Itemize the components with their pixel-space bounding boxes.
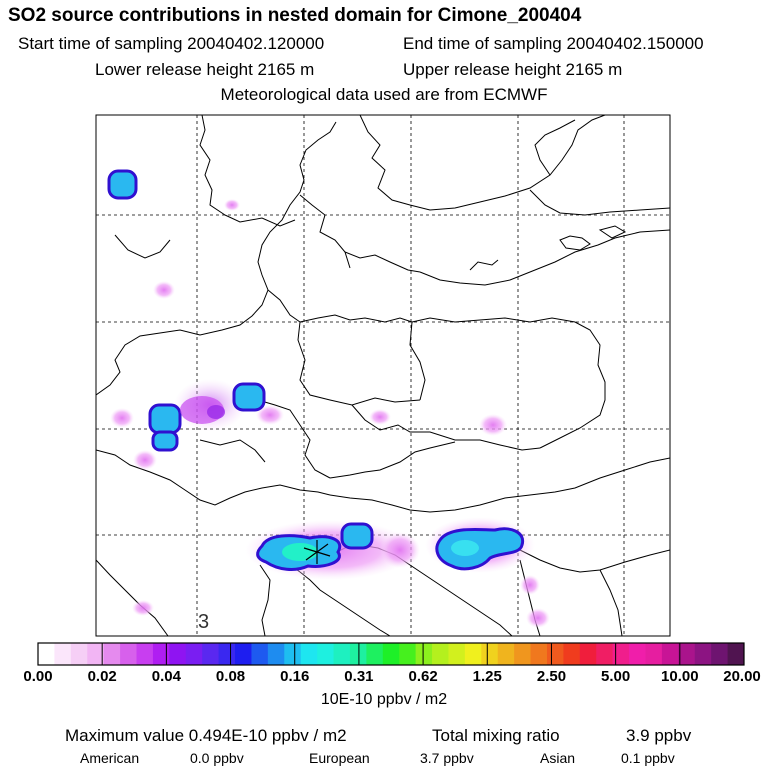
asian-label: Asian xyxy=(540,750,576,766)
colorbar-cell xyxy=(382,643,400,665)
colorbar-cell xyxy=(579,643,597,665)
colorbar-cell xyxy=(694,643,712,665)
colorbar-frame xyxy=(37,642,745,666)
colorbar-cell xyxy=(251,643,269,665)
colorbar-cell xyxy=(448,643,466,665)
colorbar-cell xyxy=(317,643,335,665)
total-mixing-value: 3.9 ppbv xyxy=(626,726,692,745)
colorbar-cell xyxy=(711,643,729,665)
colorbar-cell xyxy=(661,643,679,665)
colorbar-cell xyxy=(514,643,532,665)
colorbar-cell xyxy=(120,643,138,665)
colorbar-tick-label: 0.08 xyxy=(215,668,246,685)
upper-height-label: Upper release height 2165 m xyxy=(403,60,623,79)
colorbar-cell xyxy=(54,643,72,665)
colorbar-cell xyxy=(333,643,351,665)
colorbar-tick-label: 0.02 xyxy=(87,668,117,685)
colorbar-cell xyxy=(596,643,614,665)
colorbar-cell xyxy=(432,643,449,665)
max-value-label: Maximum value 0.494E-10 ppbv / m2 xyxy=(65,726,347,745)
colorbar-tick-label: 2.50 xyxy=(536,668,567,685)
colorbar-cell xyxy=(235,643,252,665)
colorbar-cell xyxy=(136,643,154,665)
met-data-label: Meteorological data used are from ECMWF xyxy=(220,85,548,104)
colorbar-cell xyxy=(169,643,187,665)
colorbar-cell xyxy=(87,643,105,665)
end-time-label: End time of sampling 20040402.150000 xyxy=(403,34,704,53)
colorbar-tick-label: 20.00 xyxy=(723,668,761,685)
colorbar-cell xyxy=(546,643,564,665)
colorbar-cell xyxy=(103,643,121,665)
plot-title: SO2 source contributions in nested domai… xyxy=(8,5,582,26)
colorbar-cell xyxy=(629,643,646,665)
receptor-marker xyxy=(303,540,331,564)
colorbar-cell xyxy=(645,643,663,665)
colorbar xyxy=(37,643,745,665)
concentration-field xyxy=(107,169,550,628)
colorbar-tick-label: 0.62 xyxy=(408,668,438,685)
colorbar-cell xyxy=(464,643,482,665)
european-label: European xyxy=(309,750,370,766)
colorbar-cell xyxy=(152,643,170,665)
map-corner-label: 3 xyxy=(198,611,209,633)
colorbar-cell xyxy=(284,643,302,665)
asian-value: 0.1 ppbv xyxy=(621,750,675,766)
colorbar-tick-label: 10.00 xyxy=(661,668,699,685)
colorbar-cell xyxy=(563,643,581,665)
colorbar-cell xyxy=(218,643,236,665)
colorbar-cell xyxy=(497,643,515,665)
european-value: 3.7 ppbv xyxy=(420,750,474,766)
colorbar-tick-label: 0.31 xyxy=(344,668,374,685)
colorbar-tick-label: 0.16 xyxy=(280,668,310,685)
colorbar-tick-label: 5.00 xyxy=(601,668,631,685)
colorbar-cell xyxy=(267,643,285,665)
coastlines xyxy=(96,115,670,636)
american-label: American xyxy=(80,750,140,766)
colorbar-cell xyxy=(415,643,433,665)
colorbar-cell xyxy=(366,643,384,665)
colorbar-unit: 10E-10 ppbv / m2 xyxy=(320,691,448,708)
colorbar-cell xyxy=(38,643,55,665)
colorbar-cell xyxy=(530,643,548,665)
colorbar-cell xyxy=(612,643,630,665)
colorbar-cell xyxy=(481,643,499,665)
start-time-label: Start time of sampling 20040402.120000 xyxy=(18,34,325,53)
colorbar-cell xyxy=(185,643,203,665)
colorbar-tick-label: 0.04 xyxy=(151,668,181,685)
colorbar-cell xyxy=(70,643,88,665)
colorbar-cell xyxy=(678,643,696,665)
colorbar-cell xyxy=(399,643,417,665)
colorbar-cell xyxy=(300,643,318,665)
colorbar-cell xyxy=(202,643,220,665)
lower-height-label: Lower release height 2165 m xyxy=(95,60,315,79)
colorbar-tick-label: 0.00 xyxy=(23,668,53,685)
american-value: 0.0 ppbv xyxy=(190,750,244,766)
colorbar-cell xyxy=(727,643,745,665)
colorbar-tick-label: 1.25 xyxy=(472,668,502,685)
total-mixing-label: Total mixing ratio xyxy=(432,726,560,745)
